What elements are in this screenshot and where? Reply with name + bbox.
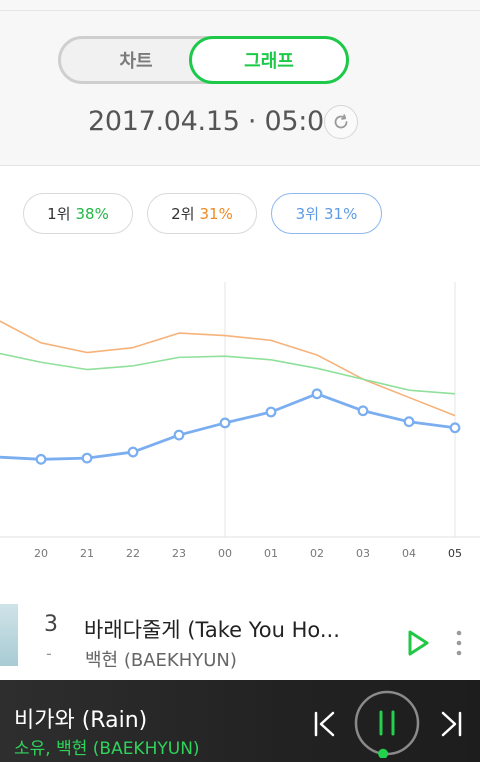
data-point[interactable] (127, 446, 139, 458)
trend-line-chart: 020212223000102030405 (0, 282, 480, 560)
tab-chart[interactable]: 차트 (119, 51, 153, 72)
divider (0, 10, 480, 11)
data-point[interactable] (449, 422, 461, 434)
now-playing-artist[interactable]: 소유, 백현 (BAEKHYUN) (14, 739, 200, 759)
legend-percent: 38% (75, 204, 109, 223)
x-tick-label: 22 (126, 547, 140, 560)
play-icon[interactable] (404, 628, 432, 658)
legend-rank-label: 3위 (295, 205, 319, 223)
tab-graph[interactable]: 그래프 (189, 36, 349, 84)
view-toggle: 차트 그래프 (58, 36, 349, 84)
next-track-icon[interactable] (440, 711, 464, 737)
x-tick-label: 23 (172, 547, 186, 560)
x-tick-label: 01 (264, 547, 278, 560)
refresh-icon (334, 114, 348, 129)
x-tick-label: 21 (80, 547, 94, 560)
legend-percent: 31% (324, 204, 358, 223)
play-pause-button[interactable] (352, 688, 422, 758)
x-tick-label: 00 (218, 547, 232, 560)
refresh-button[interactable] (324, 105, 358, 139)
series-line-1 (0, 320, 456, 417)
pause-icon (379, 710, 395, 736)
legend-rank-1[interactable]: 1위 38% (23, 193, 133, 234)
legend-rank-label: 1위 (47, 205, 71, 223)
data-point[interactable] (35, 453, 47, 465)
song-list-item[interactable]: 3 - 바래다줄게 (Take You Ho... 백현 (BAEKHYUN) (0, 598, 480, 680)
data-point[interactable] (173, 429, 185, 441)
legend-rank-label: 2위 (171, 205, 195, 223)
x-tick-label: 05 (448, 547, 462, 560)
data-point[interactable] (265, 406, 277, 418)
x-tick-label: 02 (310, 547, 324, 560)
song-rank: 3 (44, 612, 58, 637)
legend-rank-2[interactable]: 2위 31% (147, 193, 257, 234)
x-tick-label: 03 (356, 547, 370, 560)
data-point[interactable] (81, 452, 93, 464)
legend-rank-3[interactable]: 3위 31% (271, 193, 382, 234)
song-title[interactable]: 바래다줄게 (Take You Ho... (84, 618, 340, 642)
more-options-icon[interactable] (450, 628, 468, 658)
data-point[interactable] (311, 388, 323, 400)
song-artist[interactable]: 백현 (BAEKHYUN) (85, 650, 237, 671)
progress-knob[interactable] (378, 748, 389, 758)
rank-change: - (46, 644, 52, 663)
album-thumbnail[interactable] (0, 604, 18, 666)
x-tick-label: 04 (402, 547, 416, 560)
data-point[interactable] (403, 416, 415, 428)
x-tick-label: 20 (34, 547, 48, 560)
previous-track-icon[interactable] (312, 711, 336, 737)
data-point[interactable] (219, 417, 231, 429)
mini-player[interactable]: 비가와 (Rain) 소유, 백현 (BAEKHYUN) (0, 680, 480, 762)
chart-datetime: 2017.04.15 · 05:00 (88, 106, 341, 137)
header-panel: 차트 그래프 2017.04.15 · 05:00 (0, 0, 480, 166)
legend-percent: 31% (199, 204, 233, 223)
series-line-2 (0, 352, 456, 395)
data-point[interactable] (357, 405, 369, 417)
now-playing-title[interactable]: 비가와 (Rain) (14, 708, 148, 733)
